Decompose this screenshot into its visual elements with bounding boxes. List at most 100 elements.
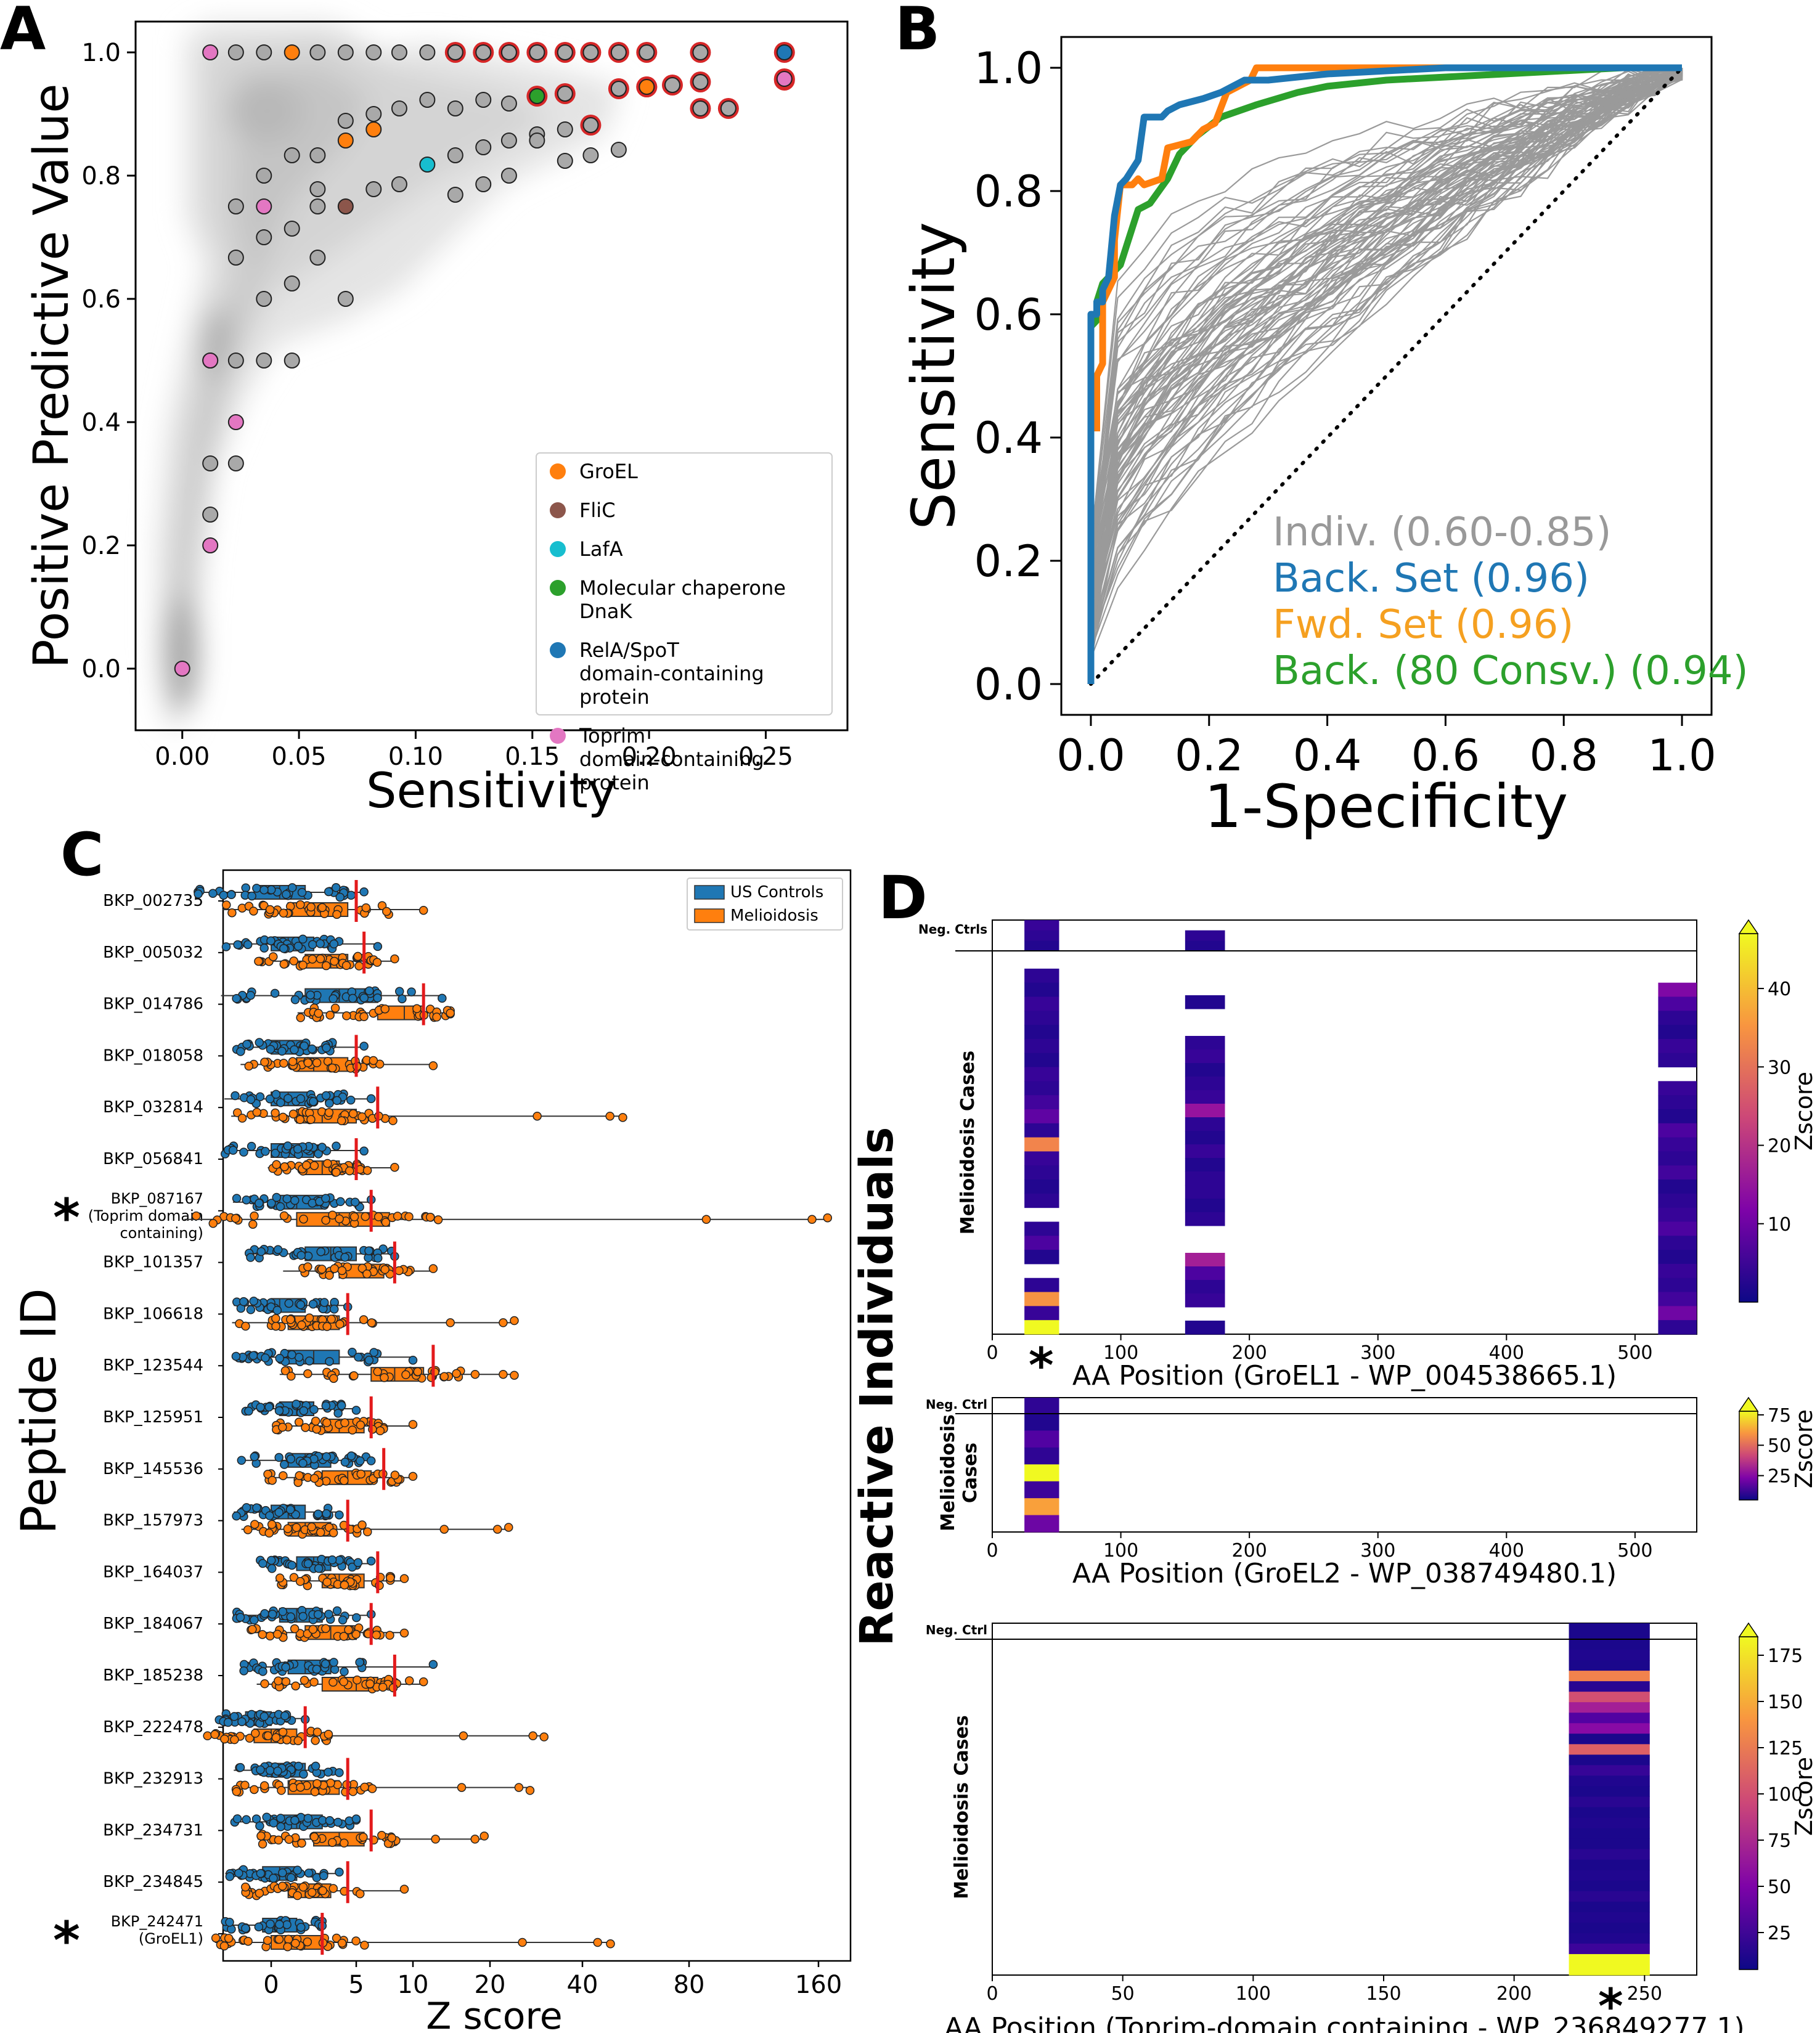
sample-dot-controls	[282, 890, 291, 899]
grey-point-ringed	[664, 77, 680, 93]
grey-point	[419, 44, 436, 60]
sample-dot-controls	[398, 994, 407, 1004]
sample-dot-cases	[256, 1831, 266, 1841]
sample-dot-cases	[504, 1523, 513, 1532]
grey-point	[227, 455, 244, 471]
outlier-dot	[470, 1369, 480, 1379]
sample-dot-cases	[277, 1786, 286, 1795]
heatmap-cell-case	[1569, 1943, 1650, 1955]
legend-swatch	[694, 908, 725, 923]
legend-marker	[550, 502, 566, 518]
outlier-dot	[492, 1525, 502, 1534]
sample-dot-controls	[309, 1404, 319, 1414]
sample-dot-cases	[272, 1629, 282, 1639]
sample-dot-cases	[388, 1116, 398, 1125]
sample-dot-controls	[287, 1560, 296, 1570]
colored-point	[284, 44, 300, 60]
grey-point-ringed	[557, 86, 573, 102]
sample-dot-controls	[239, 1666, 248, 1676]
sample-dot-cases	[250, 1520, 259, 1529]
sample-dot-controls	[219, 890, 228, 900]
grey-point-ringed	[692, 44, 709, 60]
legend-label: US Controls	[730, 883, 823, 902]
panel-letter-a: A	[0, 0, 46, 63]
grey-point	[500, 132, 517, 149]
sample-dot-controls	[276, 1814, 285, 1823]
heatmap-cell-case	[1658, 1109, 1697, 1124]
cases-label: Melioidosis Cases	[957, 1051, 979, 1235]
sample-dot-cases	[339, 1677, 348, 1687]
colored-point	[202, 352, 219, 369]
colorbar	[1739, 1636, 1758, 1970]
sample-dot-cases	[269, 952, 278, 961]
colored-point	[639, 79, 655, 95]
grey-point	[529, 132, 545, 149]
colorbar-tick-label: 30	[1768, 1057, 1791, 1078]
sample-dot-controls	[314, 1149, 323, 1159]
heatmap-cell-case	[1024, 1081, 1059, 1096]
sample-dot-cases	[232, 1108, 242, 1117]
sample-dot-cases	[353, 1675, 362, 1685]
sample-dot-controls	[252, 884, 261, 893]
sample-dot-cases	[279, 1211, 289, 1221]
grey-point	[447, 100, 463, 116]
sample-dot-controls	[225, 1918, 234, 1927]
peptide-id-label: BKP_106618	[103, 1305, 203, 1323]
sample-dot-controls	[244, 1406, 253, 1416]
sample-dot-controls	[261, 1353, 270, 1363]
colored-point	[776, 71, 793, 87]
sample-dot-cases	[373, 1212, 383, 1221]
sample-dot-cases	[288, 1109, 298, 1119]
sample-dot-controls	[298, 1459, 308, 1468]
sample-dot-controls	[351, 1406, 361, 1415]
colorbar-tick-label: 20	[1768, 1136, 1791, 1157]
sample-dot-cases	[382, 906, 391, 916]
colored-point	[365, 121, 382, 137]
sample-dot-cases	[263, 1936, 272, 1945]
sample-dot-controls	[236, 1047, 245, 1056]
sample-dot-controls	[269, 1819, 279, 1828]
grey-point	[284, 275, 300, 291]
individual-roc-curve	[1090, 67, 1683, 684]
legend-text: Back. Set (0.96)	[1273, 556, 1589, 601]
individual-roc-curve	[1090, 67, 1683, 684]
heatmap-xlabel: AA Position (GroEL1 - WP_004538665.1)	[1072, 1360, 1617, 1391]
heatmap-cell-case	[1185, 1131, 1225, 1145]
colorbar	[1739, 1411, 1758, 1501]
heatmap-cell-case	[1185, 1185, 1225, 1199]
sample-dot-controls	[314, 1563, 324, 1573]
heatmap-cell-ctrl	[1185, 940, 1225, 951]
heatmap-cell-case	[1658, 1263, 1697, 1279]
sample-dot-cases	[324, 1730, 333, 1739]
colored-point	[337, 132, 354, 149]
sample-dot-controls	[336, 1197, 345, 1207]
peptide-id-label: BKP_234845	[103, 1873, 203, 1891]
sample-dot-controls	[284, 1298, 294, 1308]
sample-dot-controls	[231, 1091, 240, 1101]
sample-dot-cases	[219, 1941, 229, 1951]
sample-dot-cases	[408, 1420, 418, 1429]
panel-letter-c: C	[60, 820, 104, 889]
peptide-id-label: BKP_056841	[103, 1150, 203, 1168]
sample-dot-cases	[243, 1936, 253, 1946]
sample-dot-cases	[380, 1373, 389, 1382]
peptide-id-label: BKP_242471	[111, 1913, 203, 1930]
sample-dot-controls	[265, 1766, 275, 1775]
heatmap-cell-case	[1024, 1221, 1059, 1236]
peptide-id-label: BKP_125951	[103, 1408, 203, 1427]
sample-dot-controls	[256, 1868, 266, 1878]
sample-dot-controls	[407, 987, 416, 996]
heatmap-cell-case	[1658, 982, 1697, 997]
peptide-id-label: BKP_032814	[103, 1098, 203, 1117]
sample-dot-cases	[265, 1631, 275, 1641]
heatmap-cell-ctrl	[1024, 940, 1059, 951]
grey-point	[475, 92, 492, 108]
heatmap-cell-case	[1185, 1104, 1225, 1118]
x-tick-label: 10	[398, 1971, 429, 1999]
grey-point	[610, 142, 627, 158]
sample-dot-cases	[377, 901, 387, 910]
sample-dot-controls	[270, 988, 280, 998]
heatmap-cell-case	[1024, 1414, 1059, 1431]
sample-dot-cases	[318, 1886, 327, 1896]
x-tick-label: 0.25	[738, 743, 793, 771]
